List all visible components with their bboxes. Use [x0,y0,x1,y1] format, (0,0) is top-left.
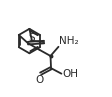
Text: OH: OH [62,69,78,79]
Text: O: O [35,75,43,85]
Text: S: S [28,33,35,43]
Text: NH₂: NH₂ [59,36,78,46]
